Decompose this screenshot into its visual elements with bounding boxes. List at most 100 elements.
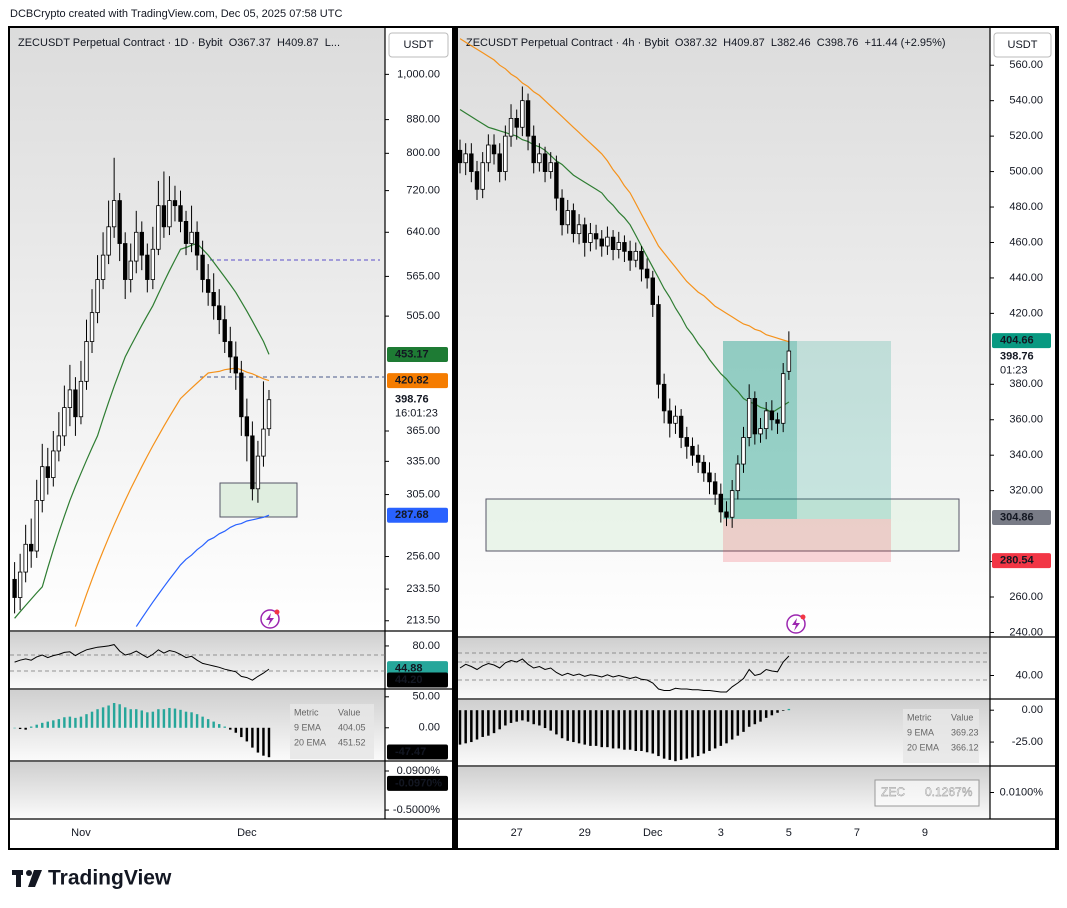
candle-body	[145, 254, 150, 280]
badge-label: 304.86	[1000, 511, 1034, 523]
y-tick-label: 320.00	[1009, 485, 1043, 497]
y-tick-label: 256.00	[406, 550, 440, 562]
histogram-bar	[151, 711, 155, 728]
histogram-bar	[168, 707, 171, 728]
histogram-bar	[736, 710, 740, 736]
candle-body	[616, 242, 621, 250]
candle-body	[134, 231, 139, 262]
footer-logo: TradingView	[48, 867, 172, 890]
histogram-bar	[262, 727, 265, 756]
y-tick-label: -25.00	[1012, 736, 1043, 748]
badge-label: 398.76	[1000, 350, 1034, 362]
left-price-pane	[10, 28, 385, 630]
candle-body	[266, 399, 272, 430]
candle-body	[605, 236, 610, 247]
candle-body	[712, 481, 718, 495]
currency-button[interactable]	[993, 32, 1052, 58]
candle-body	[701, 461, 707, 474]
badge-label: 404.66	[1000, 334, 1034, 346]
candle-body	[89, 312, 95, 342]
candle-body	[100, 254, 106, 280]
legend-header: Metric	[294, 707, 319, 717]
candle-body	[205, 279, 211, 293]
level-lines	[10, 652, 990, 681]
candle-body	[542, 153, 548, 172]
candle-body	[486, 144, 491, 164]
histogram-bar	[52, 720, 55, 728]
candle-body	[183, 220, 189, 244]
currency-button[interactable]	[388, 32, 449, 58]
y-tick-label: 560.00	[1009, 59, 1043, 71]
price-badge: 280.54	[992, 553, 1051, 569]
badge-label: 44.20	[395, 674, 423, 686]
candle-body	[117, 200, 122, 244]
candle-body	[780, 373, 786, 424]
histogram-bar	[96, 709, 99, 728]
separators	[10, 28, 1055, 820]
histogram-bar	[543, 710, 547, 729]
y-tick-label: 640.00	[406, 226, 440, 238]
badge-bg	[992, 509, 1051, 525]
candle-body	[593, 233, 599, 240]
event-icon	[786, 614, 806, 634]
candle-body	[769, 410, 775, 421]
histogram-bar	[742, 710, 745, 732]
histogram-bar	[747, 710, 751, 727]
y-tick-label: 880.00	[406, 114, 440, 126]
histogram-bar	[129, 709, 132, 728]
plot	[12, 157, 272, 627]
candle-body	[128, 260, 133, 280]
candle-body	[554, 162, 559, 199]
y-tick-label: 800.00	[406, 147, 440, 159]
histogram-bar	[594, 710, 598, 746]
badge-bg	[387, 346, 448, 362]
currency-label: USDT	[404, 39, 434, 51]
candle-body	[690, 445, 695, 456]
y-tick-label: 0.00	[419, 722, 440, 734]
histogram-bar	[458, 710, 462, 745]
currency-label: USDT	[1008, 39, 1038, 51]
candle-body	[469, 153, 474, 172]
histogram-bar	[526, 710, 530, 722]
price-badge: -47.47	[387, 744, 448, 760]
histogram-bar	[140, 710, 144, 728]
histogram-bar	[190, 712, 193, 728]
y-tick-label: 720.00	[406, 185, 440, 197]
candle-body	[217, 305, 222, 321]
histogram-bar	[657, 710, 660, 757]
badge-label: 453.17	[395, 348, 429, 360]
ema-line	[14, 242, 270, 619]
histogram-bar	[157, 709, 160, 728]
candle-body	[491, 144, 497, 155]
legend-cell: 20 EMA	[294, 737, 326, 747]
x-tick-label: Dec	[237, 827, 257, 839]
y-tick-label: -0.5000%	[393, 804, 440, 816]
price-badge: 453.17	[387, 346, 448, 362]
histogram-bar	[146, 712, 149, 728]
histogram-bar	[532, 710, 535, 725]
histogram-bar	[538, 710, 541, 726]
histogram-bar	[29, 726, 33, 728]
histogram-bar	[212, 721, 215, 728]
badge-bg	[387, 672, 448, 688]
legend-box	[903, 709, 979, 763]
legend-header: Metric	[907, 712, 932, 722]
legend-cell: 404.05	[338, 722, 366, 732]
price-badge: 398.76 16:01:23	[387, 392, 448, 423]
candle-body	[644, 268, 650, 279]
candle-body	[56, 435, 62, 452]
x-tick-label: 9	[922, 827, 928, 839]
histogram-bar	[179, 709, 182, 728]
candle-body	[62, 407, 67, 437]
candle-body	[480, 162, 485, 190]
candle-body	[627, 250, 633, 261]
histogram-bar	[35, 724, 38, 728]
candle-body	[503, 135, 508, 172]
y-tick-label: 520.00	[1009, 130, 1043, 142]
candle-body	[508, 118, 514, 137]
candle-body	[582, 224, 587, 243]
legend-cell: 451.52	[338, 737, 366, 747]
event-icon	[260, 609, 280, 629]
candle-body	[724, 511, 729, 518]
badge-countdown: 16:01:23	[395, 408, 438, 420]
